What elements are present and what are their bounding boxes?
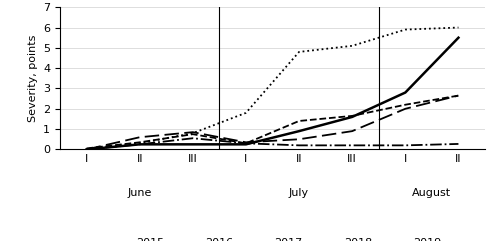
Line: 2017: 2017 xyxy=(86,38,458,149)
2018 xyxy=(136,141,142,144)
2017 xyxy=(243,143,249,146)
Line: 2018: 2018 xyxy=(86,96,458,148)
2016 xyxy=(402,28,408,31)
Line: 2015: 2015 xyxy=(86,138,458,149)
2016 xyxy=(84,148,89,151)
2015 xyxy=(402,144,408,147)
2018 xyxy=(402,103,408,106)
2018 xyxy=(190,133,196,136)
Line: 2019: 2019 xyxy=(86,96,458,149)
2017 xyxy=(349,115,355,118)
2016 xyxy=(243,111,249,114)
2018 xyxy=(296,120,302,122)
2017 xyxy=(84,148,89,151)
2016 xyxy=(190,132,196,135)
2016 xyxy=(349,44,355,47)
2016 xyxy=(136,142,142,145)
2015 xyxy=(456,142,462,145)
2019 xyxy=(402,107,408,110)
2019 xyxy=(84,148,89,151)
2015 xyxy=(190,137,196,140)
2019 xyxy=(296,138,302,141)
Line: 2016: 2016 xyxy=(86,27,458,149)
2018 xyxy=(456,94,462,97)
2015 xyxy=(243,142,249,145)
2017 xyxy=(456,36,462,39)
Y-axis label: Severity, points: Severity, points xyxy=(28,35,38,122)
Text: August: August xyxy=(412,188,452,198)
2017 xyxy=(190,143,196,146)
Text: June: June xyxy=(128,188,152,198)
2018 xyxy=(84,147,89,150)
2016 xyxy=(296,50,302,53)
2015 xyxy=(136,143,142,146)
2019 xyxy=(243,141,249,144)
2017 xyxy=(296,130,302,133)
2019 xyxy=(349,130,355,133)
2017 xyxy=(402,91,408,94)
2015 xyxy=(349,144,355,147)
2019 xyxy=(190,131,196,134)
2018 xyxy=(349,114,355,117)
Legend: 2015, 2016, 2017, 2018, 2019: 2015, 2016, 2017, 2018, 2019 xyxy=(99,233,446,241)
2016 xyxy=(456,26,462,29)
2018 xyxy=(243,142,249,145)
2015 xyxy=(296,144,302,147)
Text: July: July xyxy=(289,188,309,198)
2019 xyxy=(136,136,142,139)
2017 xyxy=(136,143,142,146)
2019 xyxy=(456,94,462,97)
2015 xyxy=(84,148,89,151)
